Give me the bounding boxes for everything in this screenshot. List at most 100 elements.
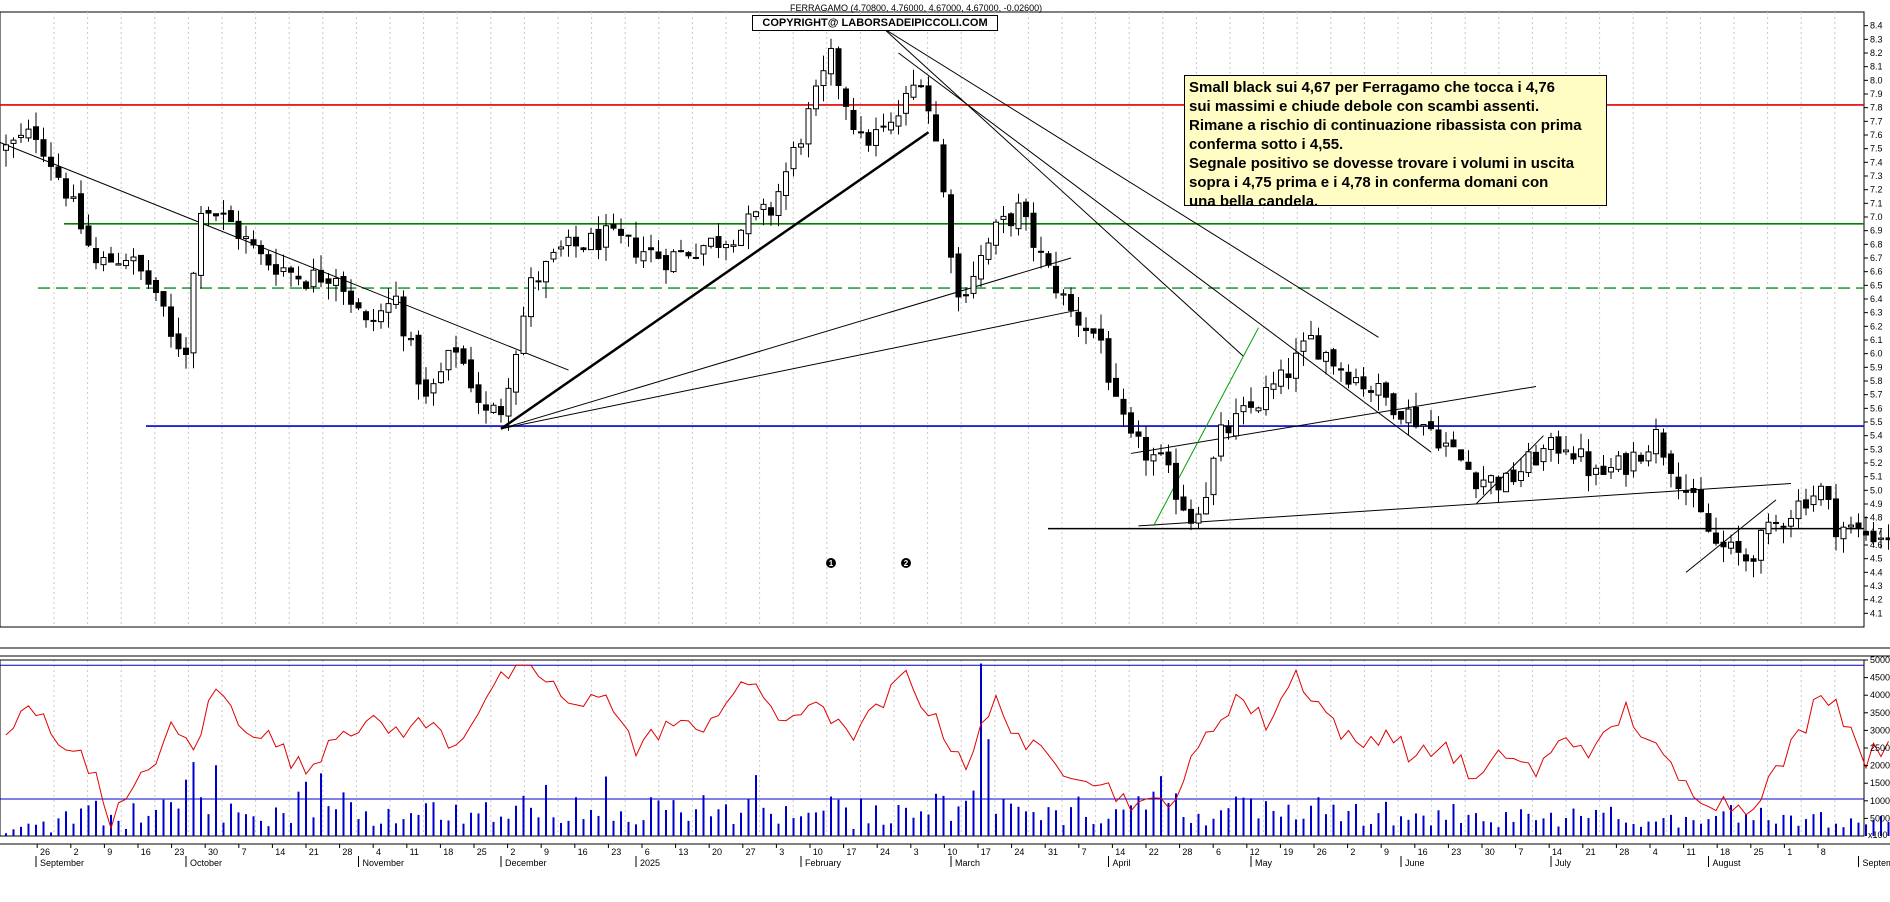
candle-body	[243, 236, 249, 240]
candle-body	[1593, 467, 1599, 475]
day-tick-label: 10	[813, 847, 823, 857]
volume-bar	[1445, 819, 1447, 836]
volume-bar	[1370, 824, 1372, 836]
candle-body	[1563, 449, 1569, 453]
candle-body	[235, 220, 242, 239]
candle-body	[835, 48, 842, 86]
volume-bar	[1482, 821, 1485, 836]
volume-bar	[552, 817, 555, 836]
candle-body	[1765, 521, 1772, 535]
day-tick-label: 31	[1048, 847, 1058, 857]
candle-body	[3, 144, 9, 151]
day-tick-label: 4	[1653, 847, 1658, 857]
candle-body	[745, 213, 752, 235]
volume-bar	[1332, 804, 1335, 836]
volume-bar	[1857, 822, 1860, 836]
candle-body	[25, 128, 32, 139]
month-label: October	[190, 858, 222, 868]
candle-body	[145, 270, 152, 285]
candle-body	[18, 134, 24, 138]
day-tick-label: 21	[1586, 847, 1596, 857]
volume-bar	[1452, 803, 1455, 836]
volume-bar	[1407, 819, 1410, 836]
day-tick-label: 14	[1115, 847, 1125, 857]
volume-bar	[1242, 797, 1245, 836]
volume-bar	[702, 795, 705, 836]
volume-bar	[875, 805, 877, 836]
candle-body	[873, 129, 879, 146]
candle-body	[1293, 352, 1299, 379]
candle-body	[1188, 508, 1194, 524]
candle-body	[513, 354, 519, 393]
price-tick-label: 8.0	[1870, 75, 1883, 85]
volume-bar	[170, 802, 172, 836]
price-tick-label: 4.6	[1870, 540, 1883, 550]
candle-body	[33, 126, 39, 140]
day-tick-label: 23	[174, 847, 184, 857]
volume-bar	[1550, 812, 1552, 836]
candle-body	[85, 225, 92, 246]
price-tick-label: 5.9	[1870, 362, 1883, 372]
volume-tick-label: 20000	[1870, 761, 1890, 771]
volume-bar	[1437, 810, 1440, 836]
volume-bar	[1025, 811, 1027, 836]
volume-bar	[1130, 805, 1132, 836]
volume-bar	[1640, 826, 1642, 836]
day-tick-label: 23	[1451, 847, 1461, 857]
candle-body	[1420, 424, 1427, 427]
volume-bar	[335, 809, 337, 836]
candle-body	[1000, 215, 1007, 220]
price-tick-label: 7.0	[1870, 212, 1883, 222]
candle-body	[843, 88, 849, 107]
candle-body	[970, 275, 977, 294]
volume-bar	[1565, 818, 1567, 836]
volume-bar	[1092, 824, 1095, 836]
candle-body	[363, 311, 369, 321]
candle-body	[775, 191, 782, 216]
volume-bar	[1190, 822, 1192, 836]
candle-body	[1203, 496, 1209, 515]
volume-bar	[342, 792, 345, 836]
volume-bar	[822, 810, 825, 836]
volume-bar	[597, 815, 600, 836]
candle-body	[258, 244, 264, 255]
candle-body	[1548, 437, 1554, 450]
day-tick-label: 7	[1082, 847, 1087, 857]
candle-body	[1263, 386, 1269, 411]
candle-body	[1818, 485, 1824, 501]
candle-body	[1338, 368, 1344, 371]
volume-bar	[515, 805, 517, 836]
month-label: June	[1405, 858, 1425, 868]
candle-body	[183, 347, 189, 355]
volume-bar	[87, 805, 90, 836]
volume-bar	[1010, 803, 1012, 836]
volume-bar	[1520, 809, 1522, 836]
candle-body	[730, 244, 737, 247]
volume-bar	[725, 804, 727, 836]
volume-bar	[710, 816, 712, 836]
volume-bar	[1557, 826, 1560, 836]
volume-bar	[1287, 804, 1290, 836]
candle-body	[610, 224, 617, 229]
candle-body	[535, 280, 542, 283]
candle-body	[78, 193, 84, 230]
volume-bar	[1617, 819, 1620, 836]
volume-bar	[867, 823, 870, 836]
volume-bar	[1700, 823, 1702, 836]
candle-body	[1653, 429, 1659, 455]
candle-body	[1315, 335, 1322, 360]
date-axis: 26 2 9 16 23 30 7 14 21 28 4 11 18 25 2 9 16 23 6 13 20 27 3 10…	[0, 843, 1890, 868]
candle-body	[1038, 250, 1044, 253]
candle-body	[1795, 500, 1802, 520]
day-tick-label: 2	[510, 847, 515, 857]
day-tick-label: 30	[1485, 847, 1495, 857]
price-tick-label: 6.4	[1870, 294, 1883, 304]
day-tick-label: 17	[846, 847, 856, 857]
price-tick-label: 4.9	[1870, 499, 1883, 509]
candle-body	[625, 234, 632, 237]
trendline	[0, 141, 569, 371]
volume-bar	[627, 821, 630, 836]
candle-body	[895, 115, 902, 127]
candle-body	[498, 406, 504, 416]
candle-body	[1683, 490, 1689, 493]
